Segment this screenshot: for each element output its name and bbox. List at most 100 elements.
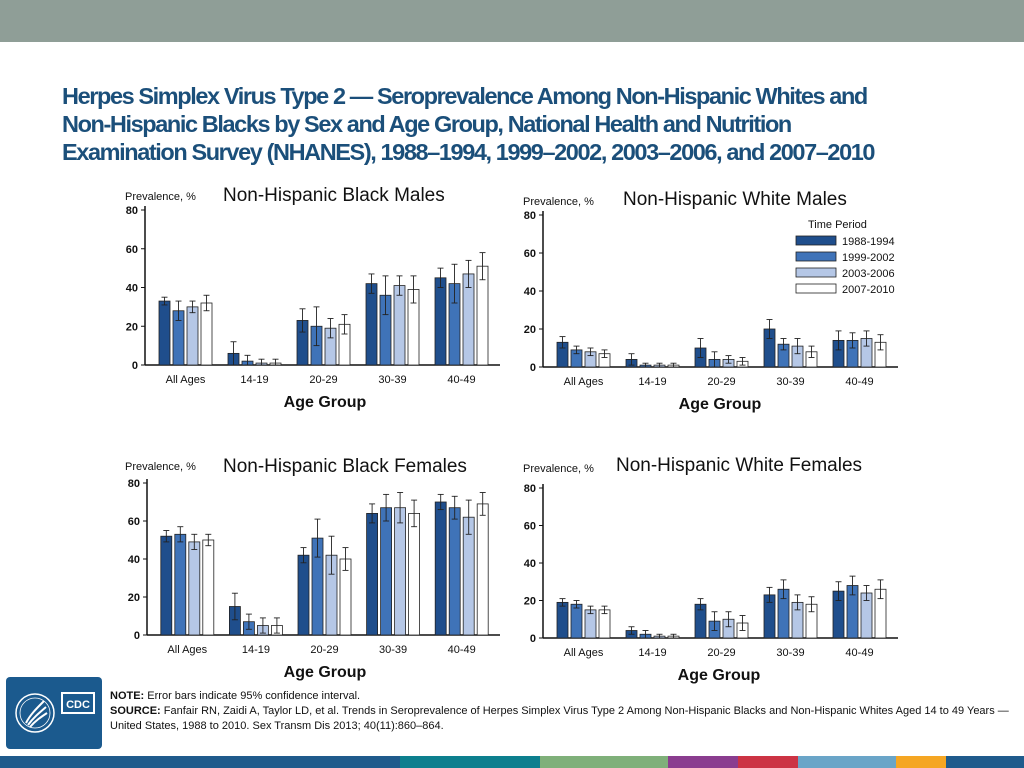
y-tick-label: 60 bbox=[524, 248, 536, 260]
bar bbox=[380, 507, 393, 636]
bar bbox=[598, 609, 611, 639]
category-label: 20-29 bbox=[707, 647, 735, 659]
y-tick-label: 80 bbox=[128, 478, 140, 490]
bar bbox=[434, 277, 447, 366]
bar bbox=[186, 306, 199, 366]
bar bbox=[462, 516, 475, 636]
bar bbox=[570, 603, 583, 639]
y-tick-label: 80 bbox=[524, 210, 536, 222]
y-tick-label: 60 bbox=[128, 516, 140, 528]
bottom-color-strip bbox=[0, 756, 1024, 768]
strip-segment bbox=[738, 756, 798, 768]
bar bbox=[393, 285, 406, 366]
bar bbox=[408, 513, 421, 636]
bar bbox=[174, 533, 187, 636]
legend-swatch bbox=[795, 235, 837, 246]
category-label: 30-39 bbox=[776, 647, 804, 659]
bar bbox=[434, 501, 447, 636]
category-label: 20-29 bbox=[310, 644, 338, 656]
y-tick-label: 40 bbox=[524, 558, 536, 570]
category-label: 20-29 bbox=[707, 376, 735, 388]
strip-segment bbox=[668, 756, 738, 768]
bar bbox=[366, 513, 379, 636]
note-text: Error bars indicate 95% confidence inter… bbox=[144, 690, 361, 702]
slide-title: Herpes Simplex Virus Type 2 — Seropreval… bbox=[62, 82, 982, 166]
bar bbox=[160, 535, 173, 636]
strip-segment bbox=[798, 756, 896, 768]
note-line: NOTE: Error bars indicate 95% confidence… bbox=[110, 689, 1010, 704]
chart-title: Non-Hispanic White Males bbox=[623, 189, 847, 210]
x-axis-title: Age Group bbox=[284, 664, 367, 681]
bar bbox=[476, 503, 489, 636]
category-label: All Ages bbox=[167, 644, 207, 656]
chart-title: Non-Hispanic White Females bbox=[616, 455, 862, 476]
cdc-logo: CDC bbox=[6, 677, 102, 749]
category-label: All Ages bbox=[166, 374, 206, 386]
legend-label: 1988-1994 bbox=[842, 236, 895, 248]
bar bbox=[158, 300, 171, 366]
source-label: SOURCE: bbox=[110, 705, 161, 717]
y-tick-label: 0 bbox=[132, 360, 138, 372]
category-label: 30-39 bbox=[776, 376, 804, 388]
category-label: 30-39 bbox=[378, 374, 406, 386]
y-tick-label: 0 bbox=[530, 633, 536, 645]
chart-title: Non-Hispanic Black Males bbox=[223, 185, 445, 206]
y-tick-label: 80 bbox=[126, 205, 138, 217]
note-label: NOTE: bbox=[110, 690, 145, 702]
y-tick-label: 40 bbox=[524, 286, 536, 298]
y-tick-label: 40 bbox=[128, 554, 140, 566]
chart-white-females-svg: Prevalence, % Non-Hispanic White Females 0… bbox=[523, 455, 898, 684]
x-axis-title: Age Group bbox=[678, 667, 761, 684]
chart-white-males: Prevalence, % Non-Hispanic White Males 0 20… bbox=[513, 180, 913, 420]
hhs-seal-icon bbox=[15, 693, 55, 733]
y-tick-label: 20 bbox=[524, 324, 536, 336]
category-label: 30-39 bbox=[379, 644, 407, 656]
slide-title-line-1: Herpes Simplex Virus Type 2 — Seropreval… bbox=[62, 83, 868, 109]
chart-black-females: Prevalence, % Non-Hispanic Black Females 0… bbox=[115, 450, 510, 690]
y-tick-label: 40 bbox=[126, 283, 138, 295]
category-label: 40-49 bbox=[845, 647, 873, 659]
bar bbox=[448, 507, 461, 636]
bar bbox=[476, 265, 489, 366]
bar bbox=[202, 539, 215, 636]
legend-swatch bbox=[795, 283, 837, 294]
strip-segment bbox=[946, 756, 1024, 768]
chart-white-females: Prevalence, % Non-Hispanic White Females 0… bbox=[513, 450, 913, 690]
y-tick-label: 20 bbox=[126, 321, 138, 333]
y-axis-title: Prevalence, % bbox=[523, 463, 594, 475]
legend-label: 2003-2006 bbox=[842, 268, 895, 280]
y-axis-title: Prevalence, % bbox=[125, 461, 196, 473]
y-tick-label: 60 bbox=[126, 244, 138, 256]
strip-segment bbox=[896, 756, 946, 768]
category-label: All Ages bbox=[564, 647, 604, 659]
x-axis-title: Age Group bbox=[284, 394, 367, 411]
bar bbox=[200, 302, 213, 366]
category-label: 40-49 bbox=[447, 374, 475, 386]
x-axis-title: Age Group bbox=[679, 396, 762, 413]
chart-black-females-svg: Prevalence, % Non-Hispanic Black Females 0… bbox=[125, 456, 500, 681]
y-tick-label: 20 bbox=[128, 592, 140, 604]
bar bbox=[556, 601, 569, 639]
chart-black-males-svg: Prevalence, % Non-Hispanic Black Males 0 20… bbox=[125, 185, 500, 411]
source-line: SOURCE: Fanfair RN, Zaidi A, Taylor LD, … bbox=[110, 704, 1010, 734]
y-axis-title: Prevalence, % bbox=[125, 191, 196, 203]
y-tick-label: 20 bbox=[524, 596, 536, 608]
source-text: Fanfair RN, Zaidi A, Taylor LD, et al. T… bbox=[110, 705, 1009, 732]
legend-swatch bbox=[795, 251, 837, 262]
legend-swatch bbox=[795, 267, 837, 278]
y-tick-label: 0 bbox=[530, 362, 536, 374]
strip-segment bbox=[400, 756, 540, 768]
bar bbox=[188, 541, 201, 636]
category-label: 14-19 bbox=[240, 374, 268, 386]
category-label: 40-49 bbox=[845, 376, 873, 388]
category-label: 14-19 bbox=[638, 376, 666, 388]
strip-segment bbox=[0, 756, 400, 768]
bar bbox=[394, 507, 407, 636]
bar bbox=[584, 609, 597, 639]
category-label: 14-19 bbox=[242, 644, 270, 656]
top-bar bbox=[0, 0, 1024, 42]
cdc-logo-text: CDC bbox=[66, 699, 90, 711]
category-label: 40-49 bbox=[448, 644, 476, 656]
category-label: 14-19 bbox=[638, 647, 666, 659]
y-tick-label: 80 bbox=[524, 483, 536, 495]
